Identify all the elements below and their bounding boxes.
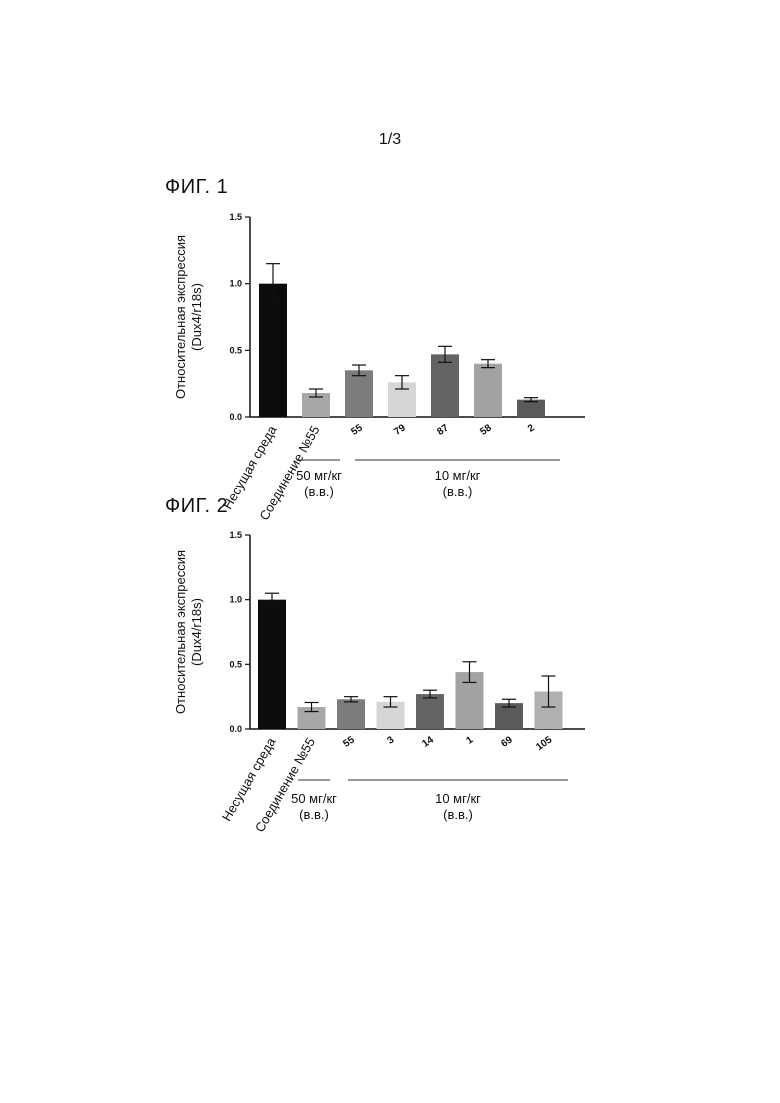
x-tick-label: 3 [385, 734, 396, 746]
group-label: 10 мг/кг [435, 468, 481, 483]
y-tick-label: 0.5 [229, 659, 242, 669]
bar [345, 370, 373, 417]
group-label-route: (в.в.) [304, 484, 334, 499]
figure-2-title: ФИГ. 2 [165, 495, 228, 518]
x-tick-label: 69 [499, 734, 515, 750]
group-label: 50 мг/кг [296, 468, 342, 483]
figure-1-title: ФИГ. 1 [165, 176, 228, 199]
y-tick-label: 0.5 [229, 345, 242, 355]
y-axis-label: Относительная экспрессия [173, 550, 188, 714]
x-tick-label: 58 [478, 422, 494, 438]
x-tick-label: 105 [534, 734, 554, 753]
bar [431, 354, 459, 417]
group-label: 50 мг/кг [291, 791, 337, 806]
group-label-route: (в.в.) [443, 484, 473, 499]
bar [337, 699, 365, 729]
y-tick-label: 0.0 [229, 412, 242, 422]
bar [474, 364, 502, 417]
y-tick-label: 1.5 [229, 530, 242, 540]
x-tick-label: 55 [349, 422, 365, 438]
bar [258, 600, 286, 729]
group-label-route: (в.в.) [443, 807, 473, 822]
x-tick-label: 79 [392, 422, 408, 438]
x-tick-label: 14 [420, 734, 436, 750]
y-tick-label: 1.0 [229, 595, 242, 605]
y-tick-label: 1.5 [229, 212, 242, 222]
bar [416, 694, 444, 729]
y-axis-label: (Dux4/r18s) [189, 598, 204, 666]
y-axis-label: Относительная экспрессия [173, 235, 188, 399]
figure-2-chart: 0.0 0.5 1.0 1.5 Относительная экспрессия(Dux… [0, 520, 780, 830]
x-tick-label: 87 [435, 422, 451, 438]
figure-1-chart: 0.0 0.5 1.0 1.5 Относительная экспрессия(Dux… [0, 200, 780, 510]
group-label: 10 мг/кг [435, 791, 481, 806]
group-label-route: (в.в.) [299, 807, 329, 822]
x-tick-label: 1 [464, 734, 475, 746]
x-tick-label: 2 [526, 422, 537, 434]
page-number: 1/3 [0, 131, 780, 149]
y-tick-label: 0.0 [229, 724, 242, 734]
y-tick-label: 1.0 [229, 279, 242, 289]
x-tick-label: 55 [341, 734, 357, 750]
y-axis-label: (Dux4/r18s) [189, 283, 204, 351]
bar [517, 400, 545, 417]
